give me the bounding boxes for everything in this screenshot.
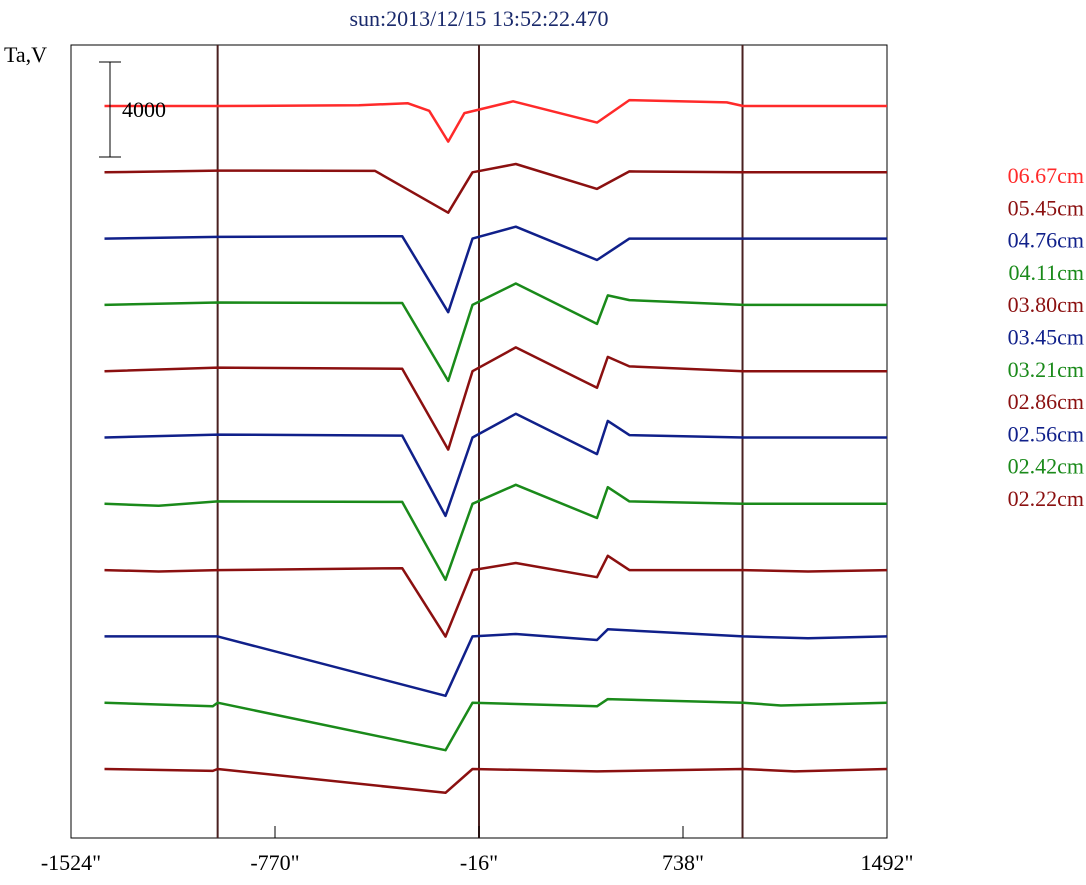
legend-entry: 06.67cm	[1008, 163, 1084, 188]
legend-entry: 04.11cm	[1008, 260, 1084, 285]
legend-entry: 02.22cm	[1008, 486, 1084, 511]
x-tick-label: -1524"	[41, 850, 101, 875]
series-line-03.45cm	[104, 412, 887, 518]
legend-entry: 02.86cm	[1008, 389, 1084, 414]
legend-entry: 03.21cm	[1008, 357, 1084, 382]
legend-entry: 05.45cm	[1008, 195, 1084, 220]
series-line-02.22cm	[104, 767, 888, 795]
legend-entry: 03.80cm	[1008, 292, 1084, 317]
x-tick-label: -16"	[460, 850, 498, 875]
scale-bar: 4000	[99, 61, 166, 158]
series-line-02.56cm	[104, 628, 888, 698]
x-axis-ticks: -1524" -770" -16" 738" 1492"	[41, 826, 914, 875]
legend-entry: 03.45cm	[1008, 325, 1084, 350]
y-axis-label: Ta,V	[4, 42, 47, 67]
series-line-03.80cm	[104, 346, 887, 451]
vertical-markers	[216, 45, 744, 838]
legend-entry: 02.42cm	[1008, 454, 1084, 479]
x-tick-label: 1492"	[861, 850, 914, 875]
series-line-05.45cm	[104, 162, 887, 214]
series-line-04.76cm	[104, 225, 887, 314]
series-line-02.86cm	[104, 554, 888, 638]
series-layer	[104, 98, 888, 795]
series-line-03.21cm	[104, 483, 887, 582]
legend-entry: 02.56cm	[1008, 421, 1084, 446]
series-line-06.67cm	[104, 98, 887, 143]
legend-entry: 04.76cm	[1008, 228, 1084, 253]
chart-title: sun:2013/12/15 13:52:22.470	[349, 6, 608, 31]
x-tick-label: 738"	[662, 850, 704, 875]
legend: 06.67cm 05.45cm 04.76cm 04.11cm 03.80cm 03.45…	[1008, 163, 1084, 511]
scale-bar-label: 4000	[122, 97, 166, 122]
series-line-02.42cm	[104, 697, 888, 752]
x-tick-label: -770"	[250, 850, 299, 875]
series-line-04.11cm	[104, 282, 887, 383]
